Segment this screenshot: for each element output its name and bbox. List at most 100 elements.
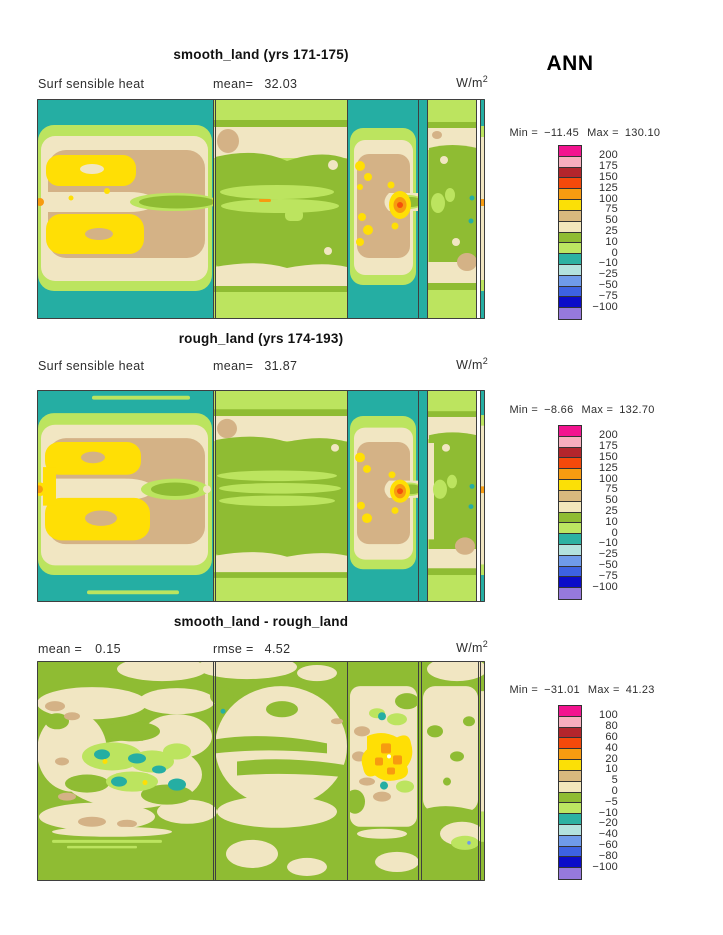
panel1-title: smooth_land (yrs 171-175) — [173, 47, 349, 62]
panel2-units-label: W/m2 — [456, 356, 488, 373]
panel2-mean-stat: mean= 31.87 — [213, 359, 298, 373]
colorbar-cell — [559, 706, 581, 717]
panel3-units-label: W/m2 — [456, 639, 488, 656]
colorbar-cell — [559, 264, 581, 276]
panel2-title: rough_land (yrs 174-193) — [178, 331, 344, 346]
map-smooth-land — [37, 99, 485, 319]
colorbar-tick-label: 75 — [605, 203, 618, 216]
colorbar-cell — [559, 803, 581, 815]
colorbar-cell — [559, 308, 581, 319]
colorbar-cell — [559, 857, 581, 869]
colorbar-cell — [559, 760, 581, 771]
colorbar-tick-label: −80 — [598, 849, 618, 862]
panel3-subtitle-row: mean = 0.15 rmse = 4.52 W/m2 — [37, 639, 488, 657]
colorbar-tick-label: −100 — [592, 580, 618, 593]
colorbar-cell — [559, 846, 581, 858]
colorbar-tick-label: −100 — [592, 860, 618, 873]
colorbar-tick-label: 20 — [605, 752, 618, 765]
colorbar-cell — [559, 469, 581, 481]
colorbar-tick-label: −10 — [598, 257, 618, 270]
colorbar-cell — [559, 286, 581, 298]
colorbar-cell — [559, 835, 581, 847]
panel1-mean-stat: mean= 32.03 — [213, 77, 298, 91]
panel1-units-label: W/m2 — [456, 74, 488, 91]
colorbar-tick-label: 100 — [599, 192, 618, 205]
colorbar-tick-label: 10 — [605, 763, 618, 776]
colorbar-tick-label: 75 — [605, 483, 618, 496]
colorbar-tick-label: 100 — [599, 709, 618, 722]
colorbar-difference — [558, 705, 582, 880]
panel1-minmax: Min = −11.45 Max = 130.10 — [509, 127, 661, 139]
colorbar-cell — [559, 156, 581, 168]
colorbar-cell — [559, 738, 581, 750]
colorbar-tick-label: −40 — [598, 828, 618, 841]
colorbar-tick-label: 200 — [599, 429, 618, 442]
colorbar-tick-label: 175 — [599, 440, 618, 453]
panel3-title: smooth_land - rough_land — [173, 614, 349, 629]
colorbar-tick-label: 25 — [605, 225, 618, 237]
map-rough-land — [37, 390, 485, 602]
panel2-minmax: Min = −8.66 Max = 132.70 — [509, 404, 655, 416]
colorbar-tick-label: −75 — [598, 289, 618, 302]
colorbar-cell — [559, 480, 581, 491]
colorbar-cell — [559, 297, 581, 309]
colorbar-tick-label: −50 — [598, 559, 618, 572]
colorbar-labels-rough-land: 200 175 150 125 100 75 50 25 10 0 −10 −25 −50 −75 −100 — [584, 425, 618, 598]
colorbar-tick-label: 10 — [605, 235, 618, 248]
colorbar-rough-land — [558, 425, 582, 600]
panel1-subtitle-row: Surf sensible heat mean= 32.03 W/m2 — [37, 74, 488, 92]
colorbar-cell — [559, 523, 581, 535]
colorbar-cell — [559, 512, 581, 524]
colorbar-cell — [559, 781, 581, 793]
panel2-subtitle-row: Surf sensible heat mean= 31.87 W/m2 — [37, 356, 488, 374]
colorbar-cell — [559, 555, 581, 567]
colorbar-cell — [559, 534, 581, 545]
map-difference — [37, 661, 485, 881]
colorbar-tick-label: −5 — [605, 795, 618, 808]
colorbar-cell — [559, 167, 581, 179]
colorbar-tick-label: −20 — [598, 817, 618, 830]
colorbar-cell — [559, 501, 581, 513]
colorbar-tick-label: −50 — [598, 279, 618, 292]
colorbar-tick-label: 25 — [605, 505, 618, 517]
colorbar-cell — [559, 458, 581, 470]
colorbar-tick-label: 0 — [611, 785, 618, 797]
panel3-rmse-stat: rmse = 4.52 — [213, 642, 291, 656]
colorbar-tick-label: 60 — [605, 730, 618, 743]
colorbar-tick-label: 80 — [605, 720, 618, 733]
colorbar-tick-label: 10 — [605, 515, 618, 528]
colorbar-tick-label: 150 — [599, 170, 618, 183]
colorbar-cell — [559, 566, 581, 578]
colorbar-tick-label: −100 — [592, 300, 618, 313]
colorbar-cell — [559, 426, 581, 437]
colorbar-cell — [559, 189, 581, 201]
colorbar-cell — [559, 178, 581, 190]
colorbar-cell — [559, 770, 581, 782]
colorbar-cell — [559, 544, 581, 556]
colorbar-cell — [559, 436, 581, 448]
colorbar-cell — [559, 447, 581, 459]
panel1-variable-label: Surf sensible heat — [38, 77, 145, 91]
colorbar-tick-label: 50 — [605, 214, 618, 227]
colorbar-cell — [559, 577, 581, 589]
colorbar-cell — [559, 254, 581, 265]
colorbar-cell — [559, 588, 581, 599]
colorbar-tick-label: 0 — [611, 526, 618, 539]
colorbar-cell — [559, 824, 581, 836]
colorbar-smooth-land — [558, 145, 582, 320]
colorbar-tick-label: 200 — [599, 149, 618, 162]
colorbar-tick-label: −25 — [598, 268, 618, 281]
colorbar-tick-label: −60 — [598, 839, 618, 852]
colorbar-cell — [559, 146, 581, 157]
colorbar-cell — [559, 275, 581, 287]
colorbar-cell — [559, 200, 581, 211]
colorbar-tick-label: −10 — [598, 537, 618, 550]
colorbar-tick-label: 125 — [599, 181, 618, 194]
colorbar-cell — [559, 792, 581, 804]
panel3-mean-stat: mean = 0.15 — [38, 642, 121, 656]
colorbar-labels-smooth-land: 200 175 150 125 100 75 50 25 10 0 −10 −25 −50 −75 −100 — [584, 145, 618, 318]
colorbar-cell — [559, 814, 581, 825]
colorbar-cell — [559, 868, 581, 879]
panel3-minmax: Min = −31.01 Max = 41.23 — [509, 684, 655, 696]
